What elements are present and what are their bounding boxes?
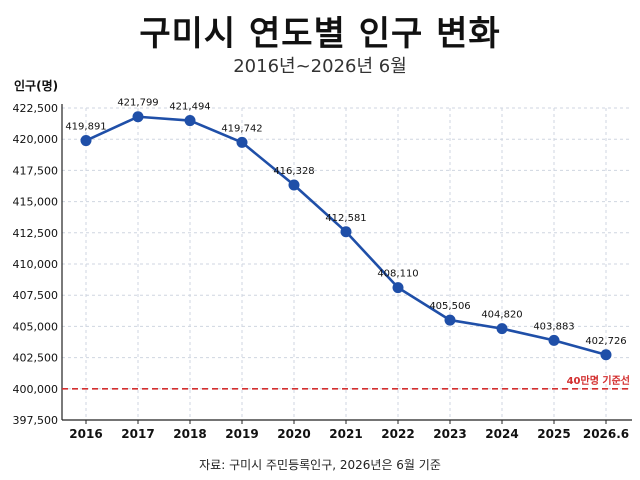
data-label: 421,494: [169, 102, 210, 113]
x-tick-label: 2022: [381, 427, 414, 441]
y-tick-label: 410,000: [13, 258, 59, 271]
data-label: 421,799: [117, 98, 158, 109]
data-point: [600, 349, 612, 361]
x-tick-label: 2024: [485, 427, 518, 441]
y-tick-label: 402,500: [13, 352, 59, 365]
x-tick-label: 2016: [69, 427, 102, 441]
data-point: [184, 115, 196, 127]
data-point: [496, 323, 508, 335]
reference-line-label: 40만명 기준선: [567, 374, 630, 387]
x-tick-label: 2023: [433, 427, 466, 441]
x-tick-label: 2021: [329, 427, 362, 441]
y-tick-label: 400,000: [13, 383, 59, 396]
x-tick-label: 2025: [537, 427, 570, 441]
x-tick-label: 2020: [277, 427, 310, 441]
data-point: [80, 135, 92, 147]
data-label: 405,506: [429, 301, 470, 312]
data-label: 404,820: [481, 310, 522, 321]
data-label: 412,581: [325, 213, 366, 224]
x-tick-label: 2018: [173, 427, 206, 441]
y-tick-label: 415,000: [13, 196, 59, 209]
y-tick-label: 407,500: [13, 289, 59, 302]
data-label: 416,328: [273, 166, 314, 177]
data-label: 419,891: [65, 122, 106, 133]
data-point: [548, 334, 560, 346]
y-tick-label: 417,500: [13, 164, 59, 177]
x-tick-label: 2017: [121, 427, 154, 441]
data-point: [340, 226, 352, 238]
data-label: 403,883: [533, 321, 574, 332]
y-tick-label: 420,000: [13, 133, 59, 146]
data-point: [236, 136, 248, 148]
y-axis-label: 인구(명): [14, 78, 58, 93]
data-point: [444, 314, 456, 326]
data-point: [132, 111, 144, 123]
data-point: [392, 282, 404, 294]
data-label: 419,742: [221, 123, 262, 134]
chart-subtitle: 2016년~2026년 6월: [233, 56, 407, 77]
x-tick-label: 2019: [225, 427, 258, 441]
y-tick-label: 397,500: [13, 414, 59, 427]
data-label: 402,726: [585, 336, 626, 347]
data-label: 408,110: [377, 269, 418, 280]
y-tick-label: 422,500: [13, 102, 59, 115]
x-tick-label: 2026.6: [583, 427, 629, 441]
source-note: 자료: 구미시 주민등록인구, 2026년은 6월 기준: [199, 458, 441, 472]
data-point: [288, 179, 300, 191]
chart-title: 구미시 연도별 인구 변화: [139, 14, 501, 54]
y-tick-label: 405,000: [13, 320, 59, 333]
y-tick-label: 412,500: [13, 227, 59, 240]
